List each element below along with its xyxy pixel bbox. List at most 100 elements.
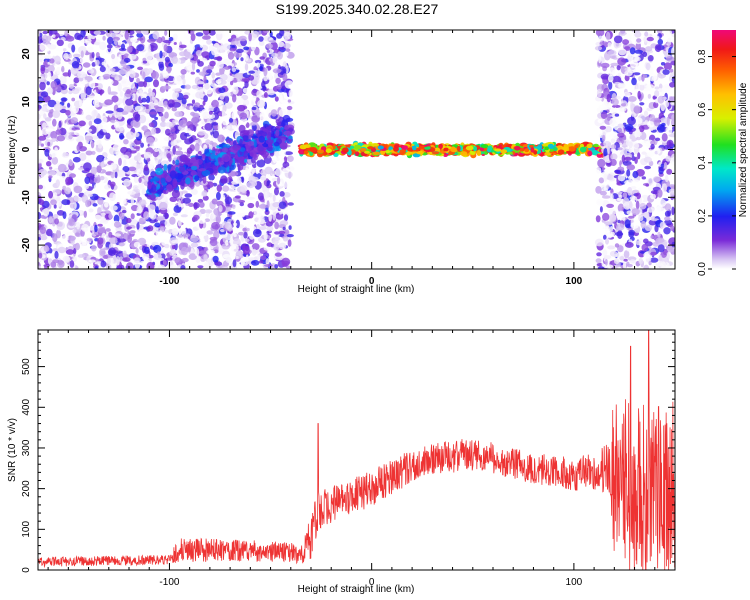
spectrogram-cell [82,62,91,68]
spectrogram-cell [112,144,121,152]
spectrogram-cell [171,107,177,112]
spectrogram-cell [239,202,244,207]
spectrogram-cell [182,94,189,100]
spectrogram-cell [152,71,160,80]
spectrogram-cell [501,144,507,149]
spectrogram-cell [74,32,82,40]
spectrogram-cell [93,30,102,36]
spectrogram-cell [279,93,283,103]
spectrogram-cell [207,113,216,120]
spectrogram-cell [117,98,124,104]
spectrogram-cell [250,42,256,51]
spectrogram-cell [263,30,270,34]
spectrogram-cell [184,84,191,90]
spectrogram-cell [42,30,48,35]
spectrogram-cell [46,161,52,167]
spectrogram-cell [105,78,114,86]
spectrogram-cell [114,39,118,46]
spectrogram-cell [192,214,200,221]
spectrogram-cell [262,153,268,159]
spectrogram-cell [163,260,168,266]
spectrogram-cell [94,265,99,269]
spectrogram-cell [133,241,141,248]
spectrogram-cell [238,231,245,236]
spectrogram-cell [154,106,164,112]
spectrogram-cell [40,265,45,269]
spectrogram-cell [38,163,42,169]
spectrogram-cell [197,60,204,67]
spectrogram-cell [71,97,76,102]
spectrogram-cell [88,95,97,100]
spectrogram-cell [130,213,135,220]
spectrogram-cell [178,199,182,208]
spectrogram-cell [62,48,67,52]
spectrogram-cell [281,99,289,106]
spectrogram-cell [122,257,131,262]
spectrogram-cell [56,135,66,142]
spectrogram-cell [424,146,431,150]
spectrogram-cell [274,264,279,269]
spectrogram-cell [202,190,208,197]
spectrogram-cell [133,257,141,264]
spectrogram-cell [99,175,105,181]
spectrogram-cell [232,144,242,151]
spectrogram-cell [38,96,44,104]
spectrogram-cell [51,156,59,165]
spectrogram-cell [76,144,80,151]
spectrogram-cell [47,175,53,179]
spectrogram-cell [197,130,206,136]
spectrogram-cell [222,43,231,51]
spectrogram-cell [265,43,274,49]
spectrogram-cell [202,111,209,120]
spectrogram-cell [272,157,277,164]
spectrogram-cell [42,40,50,45]
spectrogram-cell [79,57,85,64]
spectrogram-cell [62,255,71,263]
spectrogram-cell [94,103,100,108]
spectrogram-cell [142,252,150,261]
spectrogram-cell [97,207,102,215]
spectrogram-cell [139,217,147,225]
spectrogram-cell [255,200,260,208]
spectrogram-cell [341,147,349,153]
spectrogram-cell [199,57,208,62]
spectrogram-cell [216,56,223,62]
spectrogram-cell [283,43,291,49]
spectrogram-cell [169,216,176,225]
spectrogram-cell [130,36,138,43]
spectrogram-cell [282,168,290,173]
spectrogram-cell [274,96,279,102]
spectrogram-cell [158,60,164,69]
spectrogram-cell [181,190,188,194]
spectrogram-cell [39,32,43,38]
spectrogram-cell [240,185,248,193]
spectrogram-cell [91,62,96,67]
spectrogram-cell [205,88,213,95]
spectrogram-cell [97,143,103,149]
spectrogram-cell [129,158,136,166]
spectrogram-cell [179,44,187,49]
spectrogram-cell [91,109,98,118]
spectrogram-cell [226,124,235,133]
spectrogram-cell [238,35,247,42]
spectrogram-cell [164,111,169,119]
spectrogram-cell [247,202,255,209]
spectrogram-cell [70,117,79,124]
spectrogram-cell [209,214,214,224]
spectrogram-cell [247,141,255,146]
spectrogram-cell [239,112,248,120]
spectrogram-cell [272,236,281,242]
spectrogram-cell [93,41,100,46]
spectrogram-cell [65,54,69,61]
spectrogram-cell [146,68,154,74]
spectrogram-cell [144,76,154,83]
spectrogram-cell [277,41,285,48]
spectrogram-cell [204,209,213,214]
spectrogram-cell [82,239,87,247]
spectrogram-cell [47,64,55,73]
spectrogram-cell [196,69,200,73]
spectrogram-cell [228,118,234,123]
spectrogram-cell [47,87,54,95]
spectrogram-cell [96,165,102,173]
spectrogram-cell [123,159,127,168]
